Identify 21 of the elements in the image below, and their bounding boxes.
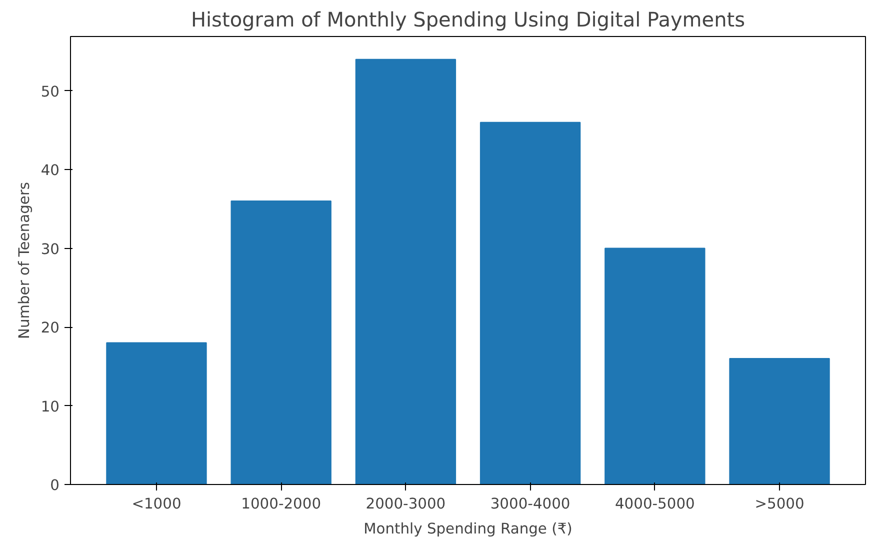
y-tick-label: 40 bbox=[40, 162, 60, 180]
y-tick-label: 20 bbox=[40, 320, 60, 337]
x-tick-label: 2000-3000 bbox=[366, 496, 446, 512]
x-axis-title: Monthly Spending Range (₹) bbox=[364, 520, 572, 538]
bar bbox=[604, 248, 706, 484]
y-tick-label: 30 bbox=[40, 240, 60, 258]
x-tick-label: >5000 bbox=[754, 496, 804, 512]
y-tick-label: 10 bbox=[40, 398, 60, 416]
x-tick-label: 3000-4000 bbox=[490, 496, 570, 512]
chart-title: Histogram of Monthly Spending Using Digital Payments bbox=[190, 8, 746, 32]
y-axis-title: Number of Teenagers bbox=[16, 182, 33, 340]
x-tick-label: 1000-2000 bbox=[241, 496, 322, 512]
y-tick-label: 50 bbox=[40, 83, 60, 100]
bar bbox=[230, 200, 332, 484]
bar bbox=[729, 358, 830, 484]
bar bbox=[480, 122, 581, 484]
bar bbox=[355, 58, 456, 484]
x-tick-label: <1000 bbox=[132, 496, 182, 512]
x-tick-label: 4000-5000 bbox=[614, 496, 695, 512]
y-tick-label: 0 bbox=[50, 477, 60, 494]
bar bbox=[106, 342, 207, 484]
